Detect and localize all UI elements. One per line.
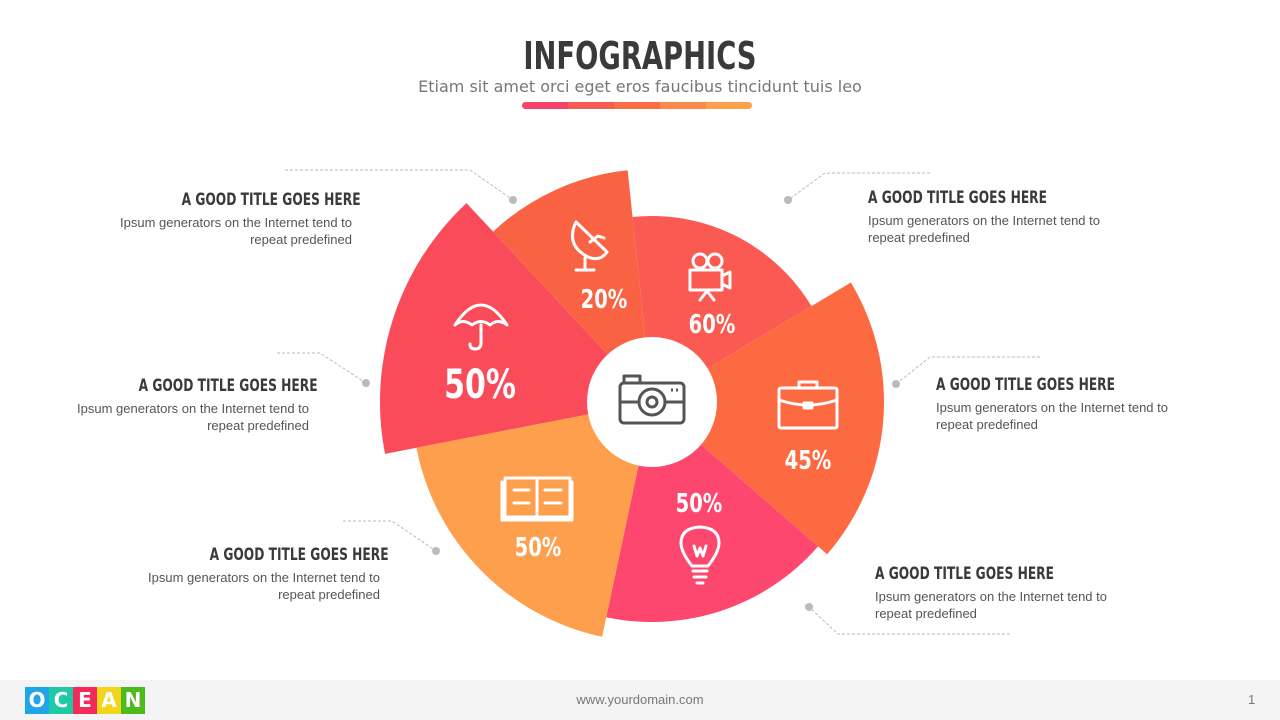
sector-value: 20% [581, 285, 628, 314]
sector-value: 50% [676, 489, 723, 518]
logo-letter: N [121, 687, 145, 714]
open-book-icon [500, 476, 574, 522]
label-title: A GOOD TITLE GOES HERE [936, 375, 1115, 395]
leader-line [285, 169, 514, 201]
sector-value: 50% [515, 533, 562, 562]
label-title: A GOOD TITLE GOES HERE [181, 190, 361, 210]
umbrella-icon [453, 303, 509, 351]
pie-sector [493, 170, 652, 402]
briefcase-icon [777, 380, 839, 430]
logo-letter: O [25, 687, 49, 714]
logo-letter: E [73, 687, 97, 714]
leader-dot [362, 379, 370, 387]
page-subtitle: Etiam sit amet orci eget eros faucibus t… [418, 77, 862, 96]
ocean-logo: O C E A N [25, 687, 145, 714]
label-top-right: A GOOD TITLE GOES HERE Ipsum generators … [868, 188, 1117, 246]
camera-icon [618, 374, 686, 425]
logo-letter: A [97, 687, 121, 714]
label-top-left: A GOOD TITLE GOES HERE Ipsum generators … [112, 190, 361, 248]
lightbulb-icon [679, 525, 721, 585]
underline-segment [568, 102, 614, 109]
label-text: Ipsum generators on the Internet tend to… [868, 213, 1100, 245]
sector-value: 60% [689, 310, 736, 339]
leader-dot [805, 603, 813, 611]
leader-dot [432, 547, 440, 555]
leader-dot [784, 196, 792, 204]
leader-line [787, 172, 930, 201]
label-title: A GOOD TITLE GOES HERE [138, 376, 318, 396]
footer-url[interactable]: www.yourdomain.com [576, 692, 704, 707]
leader-line [895, 356, 1040, 385]
label-title: A GOOD TITLE GOES HERE [868, 188, 1047, 208]
pie-sector [380, 203, 652, 454]
label-text: Ipsum generators on the Internet tend to… [120, 215, 352, 247]
label-left: A GOOD TITLE GOES HERE Ipsum generators … [69, 376, 318, 434]
underline-segment [660, 102, 706, 109]
label-text: Ipsum generators on the Internet tend to… [936, 400, 1168, 432]
underline-segment [706, 102, 752, 109]
satellite-dish-icon [571, 220, 609, 272]
label-right: A GOOD TITLE GOES HERE Ipsum generators … [936, 375, 1185, 433]
sector-value: 50% [444, 362, 516, 408]
pie-sector [652, 282, 884, 555]
page-number: 1 [1248, 692, 1256, 707]
title-underline [522, 102, 752, 109]
leader-dot [509, 196, 517, 204]
label-bottom-right: A GOOD TITLE GOES HERE Ipsum generators … [875, 564, 1124, 622]
label-text: Ipsum generators on the Internet tend to… [77, 401, 309, 433]
movie-camera-icon [688, 252, 732, 302]
leader-dot [892, 380, 900, 388]
center-circle [587, 337, 717, 467]
label-text: Ipsum generators on the Internet tend to… [148, 570, 380, 602]
label-text: Ipsum generators on the Internet tend to… [875, 589, 1107, 621]
label-title: A GOOD TITLE GOES HERE [209, 545, 389, 565]
underline-segment [614, 102, 660, 109]
sector-value: 45% [785, 446, 832, 475]
underline-segment [522, 102, 568, 109]
label-bottom-left: A GOOD TITLE GOES HERE Ipsum generators … [140, 545, 389, 603]
label-title: A GOOD TITLE GOES HERE [875, 564, 1054, 584]
footer [0, 680, 1280, 720]
leader-line [277, 352, 367, 384]
leader-line [343, 520, 437, 552]
page-title: INFOGRAPHICS [523, 34, 757, 78]
leader-line [808, 606, 1010, 635]
logo-letter: C [49, 687, 73, 714]
